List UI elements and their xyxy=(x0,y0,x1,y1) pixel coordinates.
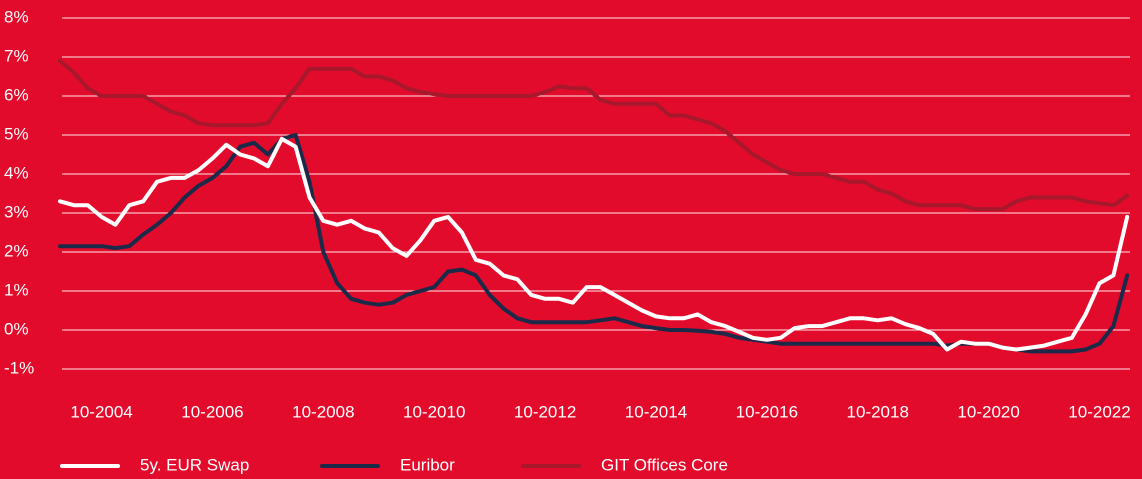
x-tick-label: 10-2014 xyxy=(625,402,687,421)
series-line xyxy=(58,58,1130,212)
y-tick-label: 7% xyxy=(4,46,29,65)
y-tick-label: 6% xyxy=(4,85,29,104)
y-tick-label: -1% xyxy=(4,358,34,377)
x-tick-label: 10-2016 xyxy=(736,402,798,421)
y-tick-label: 0% xyxy=(4,319,29,338)
x-tick-label: 10-2006 xyxy=(181,402,243,421)
series-line xyxy=(58,133,1130,354)
y-tick-label: 8% xyxy=(4,7,29,26)
series-line xyxy=(58,136,1130,352)
x-tick-label: 10-2020 xyxy=(957,402,1019,421)
x-tick-label: 10-2010 xyxy=(403,402,465,421)
legend-label: Euribor xyxy=(400,455,455,474)
y-tick-label: 4% xyxy=(4,163,29,182)
x-tick-label: 10-2022 xyxy=(1068,402,1130,421)
legend-label: 5y. EUR Swap xyxy=(140,455,249,474)
y-tick-label: 2% xyxy=(4,241,29,260)
x-tick-label: 10-2018 xyxy=(847,402,909,421)
y-tick-label: 5% xyxy=(4,124,29,143)
x-tick-label: 10-2012 xyxy=(514,402,576,421)
y-tick-label: 1% xyxy=(4,280,29,299)
y-tick-label: 3% xyxy=(4,202,29,221)
x-tick-label: 10-2008 xyxy=(292,402,354,421)
legend-label: GIT Offices Core xyxy=(601,455,728,474)
x-tick-label: 10-2004 xyxy=(70,402,132,421)
